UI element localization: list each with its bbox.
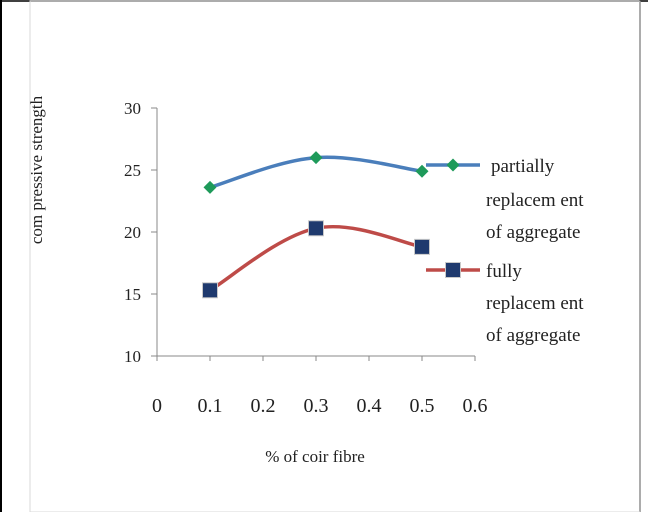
legend-label: partially bbox=[491, 156, 555, 177]
series-layer bbox=[202, 151, 430, 299]
axes bbox=[151, 107, 476, 361]
data-point bbox=[309, 151, 323, 165]
data-point bbox=[202, 282, 218, 299]
legend-label: of aggregate bbox=[486, 222, 580, 243]
legend: partially replacem ent of aggregate fully re… bbox=[426, 156, 584, 346]
x-tick-label: 0 bbox=[152, 395, 162, 417]
x-tick-labels: 0 0.1 0.2 0.3 0.4 0.5 0.6 bbox=[152, 395, 488, 417]
x-tick-label: 0.3 bbox=[304, 395, 329, 417]
legend-swatch-marker bbox=[446, 158, 460, 172]
x-tick-label: 0.5 bbox=[410, 395, 435, 417]
plot-area-border bbox=[29, 0, 641, 512]
data-point bbox=[415, 164, 429, 178]
legend-label: replacem ent bbox=[486, 190, 584, 211]
data-point bbox=[414, 238, 430, 255]
y-tick-label: 10 bbox=[124, 347, 141, 366]
legend-label: fully bbox=[486, 261, 522, 282]
series-1 bbox=[203, 151, 429, 194]
legend-label: of aggregate bbox=[486, 325, 580, 346]
series-2 bbox=[202, 220, 430, 299]
y-tick-labels: 10 15 20 25 30 bbox=[124, 99, 141, 366]
data-point bbox=[308, 220, 324, 237]
x-axis-label: % of coir fibre bbox=[265, 447, 365, 466]
legend-label: replacem ent bbox=[486, 293, 584, 314]
x-tick-label: 0.4 bbox=[357, 395, 382, 417]
y-tick-label: 25 bbox=[124, 161, 141, 180]
x-tick-label: 0.2 bbox=[251, 395, 276, 417]
y-tick-label: 15 bbox=[124, 285, 141, 304]
legend-entry-1: partially replacem ent of aggregate bbox=[426, 156, 584, 243]
y-axis-label: com pressive strength bbox=[27, 95, 46, 244]
y-tick-label: 20 bbox=[124, 223, 141, 242]
data-point bbox=[203, 180, 217, 194]
legend-swatch-marker bbox=[445, 262, 461, 278]
legend-entry-2: fully replacem ent of aggregate bbox=[426, 261, 584, 346]
x-tick-label: 0.6 bbox=[463, 395, 488, 417]
x-tick-label: 0.1 bbox=[198, 395, 223, 417]
y-tick-label: 30 bbox=[124, 99, 141, 118]
